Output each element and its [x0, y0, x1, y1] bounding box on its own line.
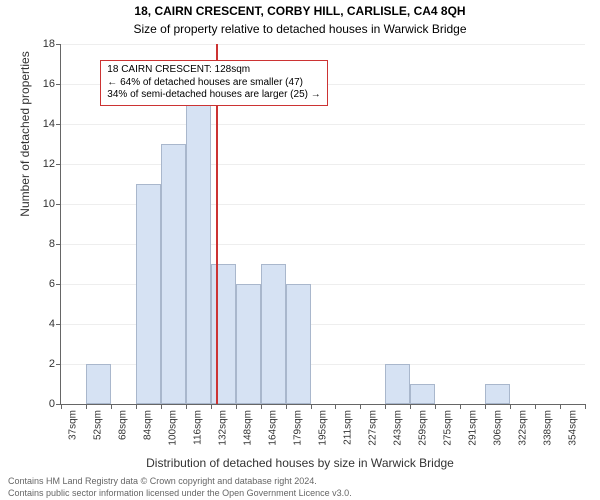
xtick-label: 68sqm [118, 410, 129, 440]
ytick-mark [56, 364, 61, 365]
histogram-bar [485, 384, 510, 404]
xtick-label: 164sqm [268, 410, 279, 446]
histogram-bar [385, 364, 410, 404]
xtick-label: 338sqm [542, 410, 553, 446]
ytick-mark [56, 244, 61, 245]
xtick-mark [485, 404, 486, 409]
histogram-bar [261, 264, 286, 404]
gridline [61, 44, 585, 45]
chart-footer: Contains HM Land Registry data © Crown c… [8, 476, 352, 499]
ytick-mark [56, 204, 61, 205]
xtick-label: 211sqm [342, 410, 353, 445]
xtick-mark [161, 404, 162, 409]
ytick-label: 14 [43, 118, 55, 130]
footer-line2: Contains public sector information licen… [8, 488, 352, 500]
chart-title-line1: 18, CAIRN CRESCENT, CORBY HILL, CARLISLE… [0, 4, 600, 18]
ytick-mark [56, 284, 61, 285]
xtick-label: 306sqm [492, 410, 503, 446]
xtick-label: 259sqm [417, 410, 428, 446]
xtick-mark [560, 404, 561, 409]
ytick-label: 10 [43, 198, 55, 210]
ytick-label: 18 [43, 38, 55, 50]
xtick-mark [111, 404, 112, 409]
xtick-label: 291sqm [467, 410, 478, 446]
ytick-label: 16 [43, 78, 55, 90]
xtick-label: 227sqm [367, 410, 378, 446]
histogram-bar [286, 284, 311, 404]
ytick-mark [56, 124, 61, 125]
annotation-box: 18 CAIRN CRESCENT: 128sqm← 64% of detach… [100, 60, 327, 106]
histogram-bar [186, 104, 211, 404]
annotation-line: ← 64% of detached houses are smaller (47… [107, 77, 320, 90]
xtick-mark [311, 404, 312, 409]
xtick-label: 148sqm [243, 410, 254, 446]
xtick-label: 275sqm [442, 410, 453, 446]
xtick-label: 100sqm [168, 410, 179, 446]
xtick-mark [286, 404, 287, 409]
ytick-label: 4 [49, 318, 55, 330]
ytick-mark [56, 84, 61, 85]
gridline [61, 164, 585, 165]
xtick-mark [211, 404, 212, 409]
xtick-label: 52sqm [93, 410, 104, 440]
xtick-mark [460, 404, 461, 409]
xtick-mark [435, 404, 436, 409]
chart-plot-area: 02468101214161837sqm52sqm68sqm84sqm100sq… [60, 44, 585, 405]
xtick-label: 195sqm [318, 410, 329, 446]
histogram-bar [136, 184, 161, 404]
xtick-label: 179sqm [293, 410, 304, 446]
x-axis-label: Distribution of detached houses by size … [0, 456, 600, 470]
histogram-bar [86, 364, 111, 404]
ytick-label: 2 [49, 358, 55, 370]
chart-title-line2: Size of property relative to detached ho… [0, 22, 600, 36]
xtick-mark [360, 404, 361, 409]
ytick-label: 0 [49, 398, 55, 410]
xtick-label: 84sqm [143, 410, 154, 440]
histogram-bar [211, 264, 236, 404]
xtick-label: 243sqm [392, 410, 403, 446]
xtick-mark [136, 404, 137, 409]
xtick-mark [510, 404, 511, 409]
annotation-line: 34% of semi-detached houses are larger (… [107, 89, 320, 102]
xtick-label: 116sqm [193, 410, 204, 445]
xtick-mark [186, 404, 187, 409]
xtick-mark [385, 404, 386, 409]
histogram-bar [410, 384, 435, 404]
ytick-mark [56, 324, 61, 325]
xtick-mark [335, 404, 336, 409]
annotation-line: 18 CAIRN CRESCENT: 128sqm [107, 64, 320, 77]
xtick-mark [86, 404, 87, 409]
xtick-mark [261, 404, 262, 409]
histogram-bar [161, 144, 186, 404]
histogram-bar [236, 284, 261, 404]
xtick-mark [535, 404, 536, 409]
footer-line1: Contains HM Land Registry data © Crown c… [8, 476, 352, 488]
xtick-mark [410, 404, 411, 409]
gridline [61, 124, 585, 125]
ytick-label: 12 [43, 158, 55, 170]
xtick-mark [236, 404, 237, 409]
ytick-mark [56, 164, 61, 165]
xtick-mark [585, 404, 586, 409]
xtick-label: 37sqm [68, 410, 79, 440]
xtick-label: 132sqm [218, 410, 229, 446]
xtick-mark [61, 404, 62, 409]
xtick-label: 354sqm [567, 410, 578, 446]
ytick-mark [56, 44, 61, 45]
ytick-label: 8 [49, 238, 55, 250]
xtick-label: 322sqm [517, 410, 528, 446]
y-axis-label: Number of detached properties [18, 0, 32, 314]
ytick-label: 6 [49, 278, 55, 290]
